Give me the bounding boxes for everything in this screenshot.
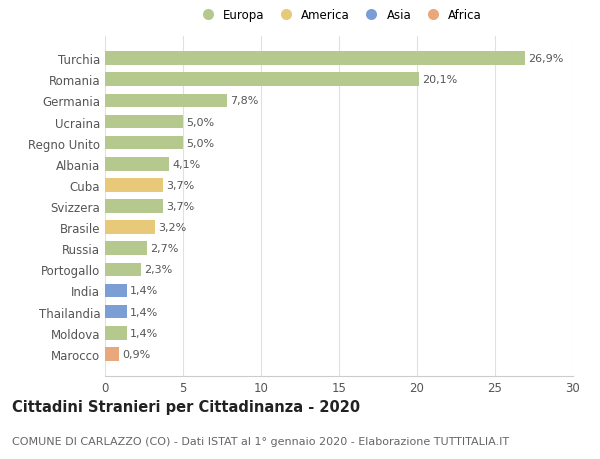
Bar — [105, 52, 524, 66]
Bar — [105, 136, 183, 150]
Bar — [105, 157, 169, 171]
Text: 1,4%: 1,4% — [130, 328, 158, 338]
Text: 3,7%: 3,7% — [166, 202, 194, 212]
Bar — [105, 305, 127, 319]
Text: 0,9%: 0,9% — [122, 349, 151, 359]
Bar — [105, 263, 141, 277]
Text: 3,7%: 3,7% — [166, 180, 194, 190]
Text: 2,7%: 2,7% — [150, 244, 179, 254]
Text: 1,4%: 1,4% — [130, 286, 158, 296]
Bar — [105, 179, 163, 192]
Bar — [105, 347, 119, 361]
Text: 3,2%: 3,2% — [158, 223, 186, 233]
Text: 20,1%: 20,1% — [422, 75, 457, 85]
Text: 1,4%: 1,4% — [130, 307, 158, 317]
Bar — [105, 284, 127, 298]
Bar — [105, 200, 163, 213]
Text: 5,0%: 5,0% — [186, 138, 214, 148]
Bar — [105, 115, 183, 129]
Bar — [105, 94, 227, 108]
Bar — [105, 73, 419, 87]
Bar — [105, 221, 155, 235]
Text: COMUNE DI CARLAZZO (CO) - Dati ISTAT al 1° gennaio 2020 - Elaborazione TUTTITALI: COMUNE DI CARLAZZO (CO) - Dati ISTAT al … — [12, 436, 509, 446]
Text: 26,9%: 26,9% — [528, 54, 563, 64]
Text: 7,8%: 7,8% — [230, 96, 258, 106]
Legend: Europa, America, Asia, Africa: Europa, America, Asia, Africa — [194, 6, 484, 24]
Text: 5,0%: 5,0% — [186, 117, 214, 127]
Bar — [105, 326, 127, 340]
Text: 4,1%: 4,1% — [172, 159, 200, 169]
Text: Cittadini Stranieri per Cittadinanza - 2020: Cittadini Stranieri per Cittadinanza - 2… — [12, 399, 360, 414]
Bar — [105, 242, 147, 256]
Text: 2,3%: 2,3% — [144, 265, 172, 275]
